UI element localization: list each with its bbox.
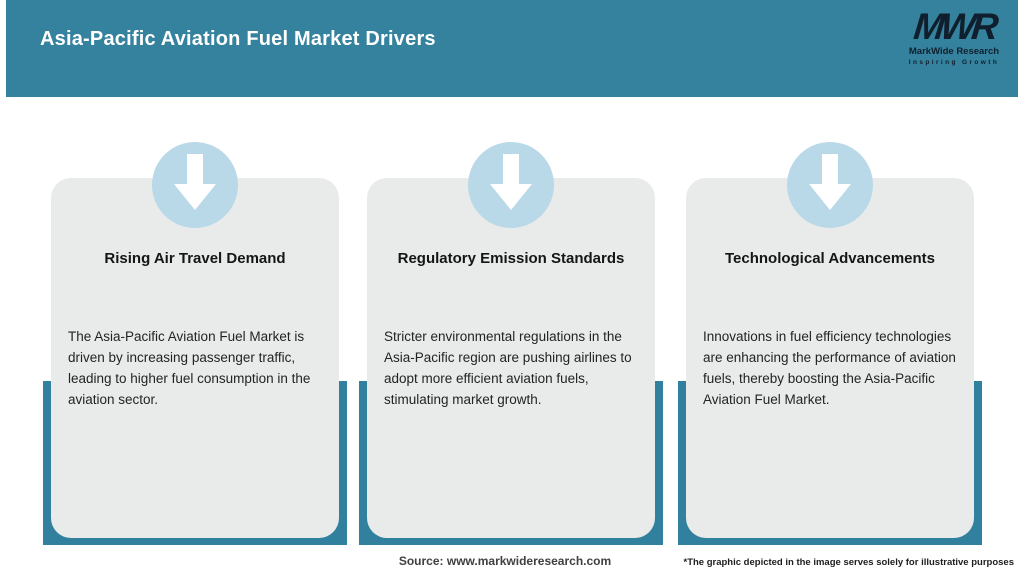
markwide-research-logo: MWR MarkWide Research Inspiring Growth: [904, 6, 1004, 66]
card-body-text: Innovations in fuel efficiency technolog…: [703, 329, 956, 407]
card-title: Technological Advancements: [724, 250, 936, 267]
driver-card-regulatory-emission-standards: Regulatory Emission Standards Stricter e…: [359, 140, 663, 576]
logo-tagline: Inspiring Growth: [908, 58, 1000, 66]
logo-monogram: MWR: [911, 6, 997, 47]
logo-name: MarkWide Research: [908, 46, 1000, 57]
down-arrow-icon: [787, 142, 873, 228]
card-title: Regulatory Emission Standards: [397, 250, 625, 267]
card-panel: Rising Air Travel Demand The Asia-Pacifi…: [51, 178, 339, 538]
header-bar: Asia-Pacific Aviation Fuel Market Driver…: [6, 0, 1018, 97]
page-title: Asia-Pacific Aviation Fuel Market Driver…: [40, 28, 436, 50]
down-arrow-icon: [152, 142, 238, 228]
down-arrow-icon: [468, 142, 554, 228]
source-text: Source: www.markwideresearch.com: [398, 554, 612, 568]
card-panel: Regulatory Emission Standards Stricter e…: [367, 178, 655, 538]
card-body-text: Stricter environmental regulations in th…: [384, 329, 632, 407]
driver-card-rising-air-travel-demand: Rising Air Travel Demand The Asia-Pacifi…: [43, 140, 347, 576]
driver-card-technological-advancements: Technological Advancements Innovations i…: [678, 140, 982, 576]
card-body-text: The Asia-Pacific Aviation Fuel Market is…: [68, 329, 311, 407]
card-panel: Technological Advancements Innovations i…: [686, 178, 974, 538]
card-title: Rising Air Travel Demand: [104, 250, 286, 267]
disclaimer-text: *The graphic depicted in the image serve…: [683, 557, 1015, 568]
